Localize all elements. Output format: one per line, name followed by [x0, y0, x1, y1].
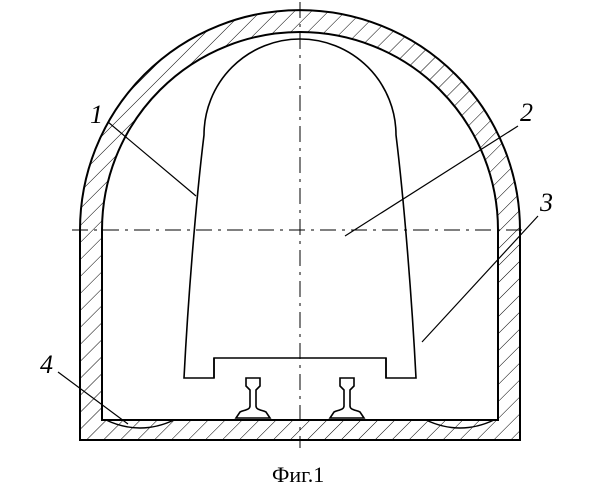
callout-1: 1 [90, 100, 103, 130]
callout-4: 4 [40, 350, 53, 380]
callout-2: 2 [520, 98, 533, 128]
tunnel-cross-section-diagram [0, 0, 602, 500]
callout-3: 3 [540, 188, 553, 218]
tunnel-lining-hatch [0, 0, 602, 500]
figure-caption: Фиг.1 [272, 462, 324, 488]
